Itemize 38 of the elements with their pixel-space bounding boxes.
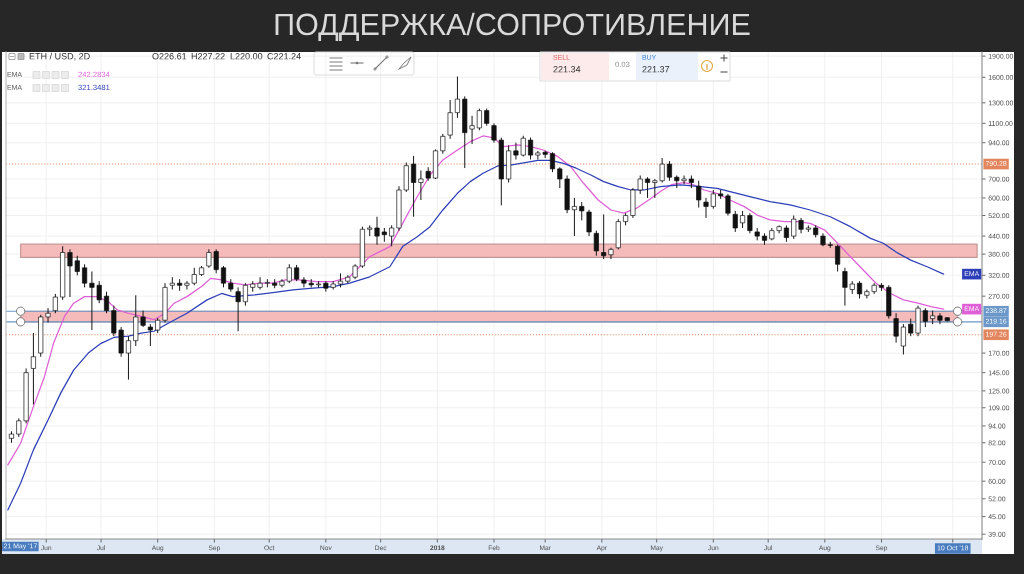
candlestick	[447, 99, 453, 140]
candlestick	[411, 155, 417, 218]
candlestick	[893, 312, 899, 344]
candlestick	[835, 244, 841, 272]
candlestick	[454, 76, 460, 119]
candlestick	[549, 151, 556, 173]
annotation: H227.22	[191, 53, 225, 60]
candlestick	[528, 137, 534, 160]
candlestick	[82, 263, 88, 288]
candlestick	[732, 210, 738, 233]
candlestick	[593, 230, 599, 257]
line-series	[7, 159, 945, 511]
candlestick	[242, 282, 248, 307]
candlestick	[644, 176, 651, 199]
candlestick	[900, 323, 906, 356]
annotation: ETH / USD, 2D	[29, 52, 90, 61]
candlestick	[235, 286, 241, 332]
candlestick	[389, 224, 395, 247]
candlestick	[52, 293, 58, 314]
annotation: L220.00	[230, 53, 263, 60]
candlestick	[125, 335, 131, 381]
candlestick	[725, 193, 731, 217]
annotation: 221.34	[553, 66, 581, 73]
candlestick	[476, 108, 482, 131]
annotation: 221.37	[642, 66, 670, 73]
candlestick	[147, 323, 153, 347]
candlestick	[220, 265, 227, 288]
candlestick	[666, 160, 672, 182]
candlestick	[747, 212, 753, 234]
candlestick	[571, 197, 577, 237]
annotation: C221.24	[267, 53, 301, 60]
chart-title: ПОДДЕРЖКА/СОПРОТИВЛЕНИЕ	[275, 12, 750, 41]
candlestick	[30, 332, 36, 405]
candlestick	[440, 133, 446, 155]
line-series	[7, 135, 945, 466]
candlestick	[696, 180, 702, 209]
candlestick	[103, 291, 110, 314]
annotation: O226.61	[152, 53, 187, 60]
